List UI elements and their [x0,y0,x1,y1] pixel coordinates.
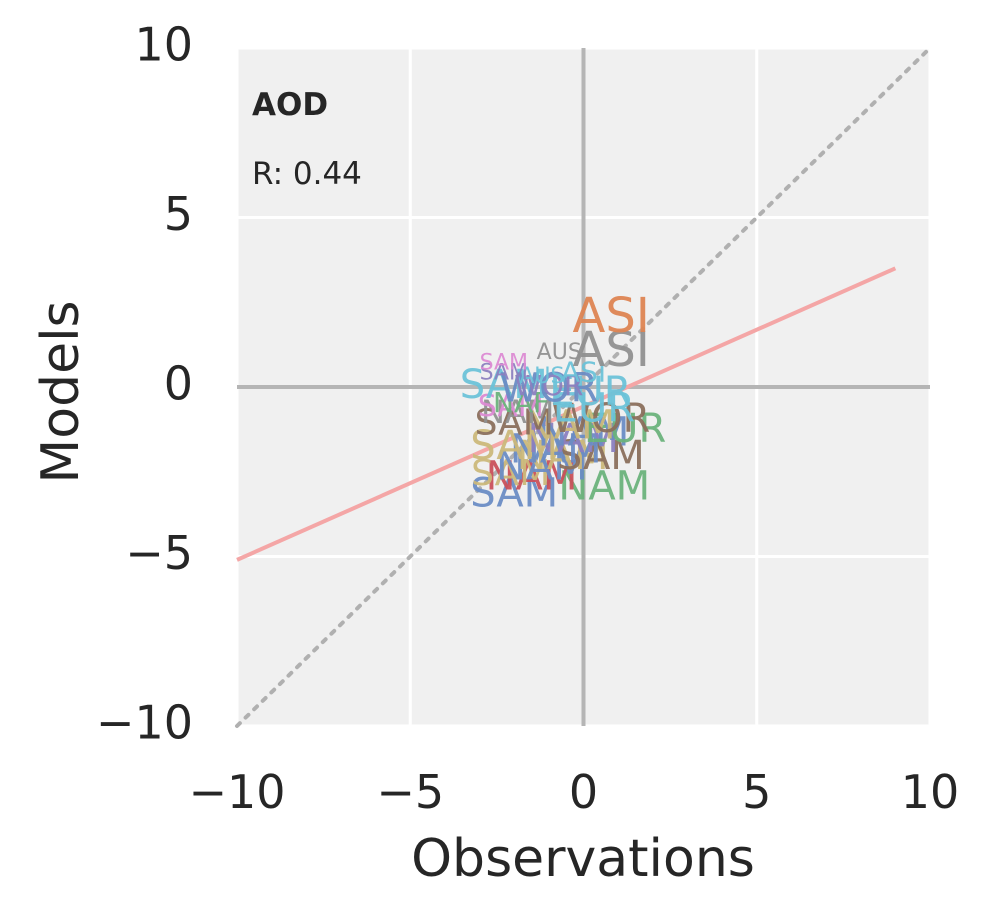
data-point-label: SAM [557,433,645,479]
data-point-label: EUR [584,406,666,452]
y-tick-label: 5 [164,187,193,241]
data-point-label: NAM [538,409,630,455]
data-point-label: SAM [480,360,528,385]
data-point-label: SAM [470,423,558,469]
data-point-label: NAM [517,433,609,479]
identity-line [235,46,932,728]
x-tick-label: −5 [376,765,444,819]
data-point-label: WOR [551,396,650,442]
data-point-label: SAM [475,402,554,443]
r-annotation: R: 0.44 [252,156,362,192]
y-tick-label: −10 [96,696,193,750]
regression-line [236,266,897,562]
y-tick-label: 0 [164,357,193,411]
x-tick-label: 0 [569,765,598,819]
data-point-label: AUS [537,340,582,365]
data-point-label: EUR [549,369,631,415]
data-point-label: NAM [558,464,650,510]
data-point-label: NAM [524,403,616,449]
y-axis-label: Models [31,300,91,483]
data-point-label: AUS [519,364,564,389]
data-point-label: WOR [514,369,583,402]
x-tick-label: −10 [188,765,285,819]
data-point-label: NAM [510,426,602,472]
chart-title: AOD [252,87,328,123]
data-point-label: NAF [493,386,549,419]
x-axis-label: Observations [411,829,755,889]
data-point-label: ASI [561,355,606,388]
y-tick-label: 10 [134,18,193,72]
x-tick-label: 10 [901,765,960,819]
data-point-label: NAM [527,416,619,462]
y-tick-label: −5 [125,526,193,580]
y-tick-labels: −10 −5 0 5 10 [96,18,193,750]
data-point-label: SAM [478,389,544,424]
data-point-label: ASI [572,322,649,378]
data-point-label: NAM [486,454,578,500]
x-tick-label: 5 [742,765,771,819]
data-point-label: SAM [460,362,548,408]
x-tick-labels: −10 −5 0 5 10 [188,765,959,819]
data-point-label: SAM [480,350,528,375]
data-point-label: SAM [471,453,550,494]
data-point-label: NAM [481,393,554,431]
data-point-label: EUR [553,386,635,432]
data-point-label: SAM [470,470,558,516]
data-points: SAM NAMNAMSAMNAMNAMSAMNAMNAMSAMNAMEURNAMS… [460,288,666,516]
data-point-label: WOR [499,365,598,411]
data-point-label: NAM [496,443,588,489]
data-point-label: ASI [572,288,649,344]
